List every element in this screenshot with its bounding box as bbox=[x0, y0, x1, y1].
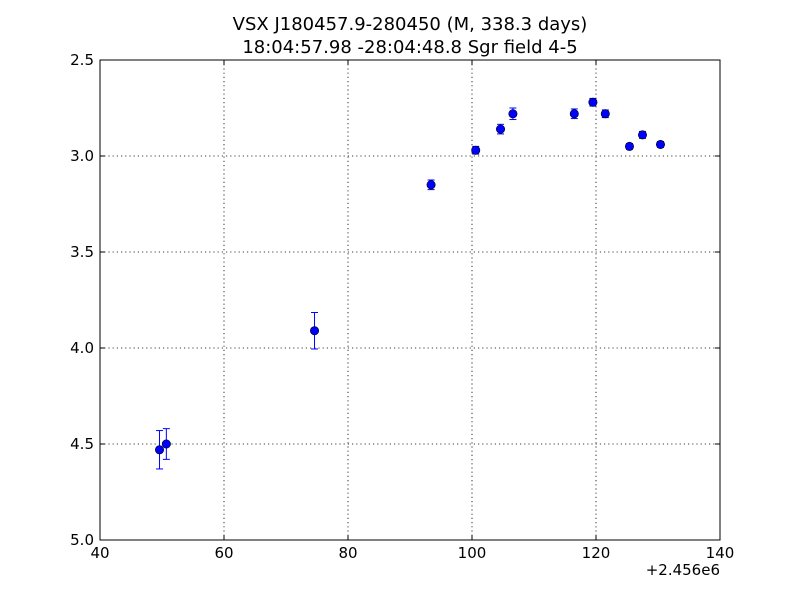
x-tick-label: 120 bbox=[582, 544, 611, 562]
data-marker bbox=[508, 109, 518, 119]
data-marker bbox=[588, 97, 598, 107]
data-point bbox=[637, 130, 647, 140]
data-point bbox=[508, 107, 518, 121]
data-marker bbox=[655, 139, 665, 149]
plot-frame bbox=[99, 59, 721, 541]
data-point bbox=[624, 141, 634, 151]
y-tick-label: 3.5 bbox=[70, 243, 94, 261]
data-point bbox=[569, 108, 579, 120]
data-points bbox=[155, 97, 665, 470]
data-marker bbox=[496, 124, 506, 134]
data-marker bbox=[637, 130, 647, 140]
data-point bbox=[496, 123, 506, 135]
y-tick-label: 5.0 bbox=[70, 531, 94, 549]
data-point bbox=[426, 179, 436, 191]
chart-title: VSX J180457.9-280450 (M, 338.3 days) bbox=[233, 14, 588, 35]
data-point bbox=[471, 145, 481, 155]
x-tick-label: 100 bbox=[458, 544, 487, 562]
x-tick-label: 40 bbox=[90, 544, 109, 562]
data-marker bbox=[155, 445, 165, 455]
y-tick-label: 3.0 bbox=[70, 147, 94, 165]
data-point bbox=[600, 109, 610, 119]
data-marker bbox=[624, 141, 634, 151]
x-tick-label: 80 bbox=[338, 544, 357, 562]
y-tick-label: 2.5 bbox=[70, 51, 94, 69]
data-marker bbox=[600, 109, 610, 119]
data-marker bbox=[161, 439, 171, 449]
data-point bbox=[655, 139, 665, 149]
grid-lines bbox=[100, 60, 720, 540]
data-marker bbox=[569, 109, 579, 119]
x-tick-label: 140 bbox=[706, 544, 735, 562]
data-point bbox=[588, 97, 598, 107]
chart-subtitle: 18:04:57.98 -28:04:48.8 Sgr field 4-5 bbox=[242, 37, 577, 58]
data-marker bbox=[426, 180, 436, 190]
data-marker bbox=[310, 326, 320, 336]
y-tick-label: 4.0 bbox=[70, 339, 94, 357]
data-point bbox=[310, 311, 320, 350]
axis-ticks bbox=[99, 59, 721, 541]
x-tick-label: 60 bbox=[214, 544, 233, 562]
data-marker bbox=[471, 145, 481, 155]
data-point bbox=[155, 430, 165, 470]
x-axis-offset-label: +2.456e6 bbox=[646, 561, 720, 579]
tick-labels: 40 60 80 100 120 140 2.5 3.0 3.5 4.0 4.5 5.0 bbox=[70, 51, 734, 562]
y-tick-label: 4.5 bbox=[70, 435, 94, 453]
data-point bbox=[161, 428, 171, 460]
